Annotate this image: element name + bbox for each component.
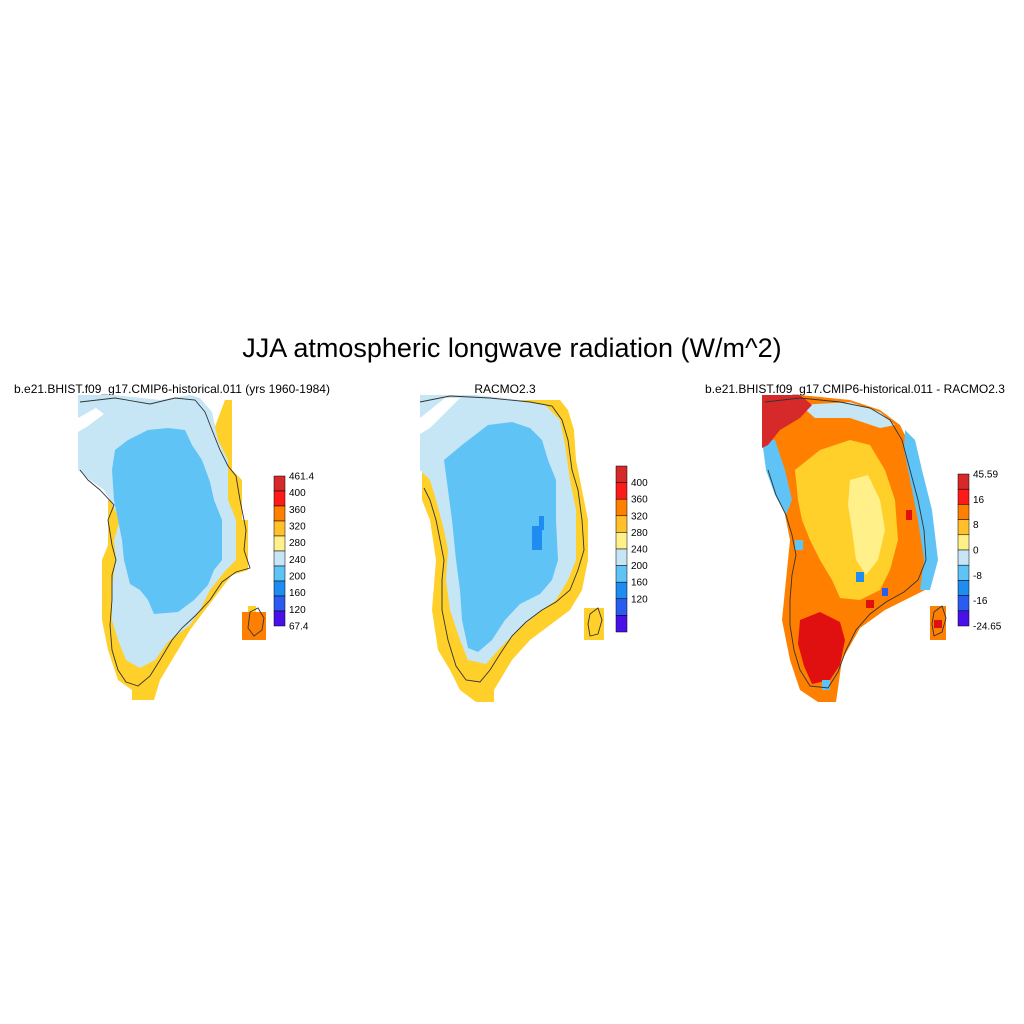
panel-2-nodata-gap xyxy=(420,398,460,434)
colorbar-label: 8 xyxy=(973,520,979,531)
colorbar-label: 240 xyxy=(631,545,648,556)
panel-2-island-coast xyxy=(587,607,603,637)
panel-3-title: b.e21.BHIST.f09_g17.CMIP6-historical.011… xyxy=(705,382,1005,396)
panel-3-blue-pixel xyxy=(822,680,830,690)
colorbar-label: 320 xyxy=(289,522,306,533)
panel-1-colorbar: 461.4 400 360 320 280 240 200 160 120 67.4 xyxy=(273,472,314,633)
panel-3-coastline xyxy=(764,397,927,689)
colorbar-label: 400 xyxy=(631,478,648,489)
colorbar-box xyxy=(957,519,970,536)
colorbar-box xyxy=(273,520,286,537)
colorbar-box xyxy=(957,473,970,490)
colorbar-box xyxy=(957,504,970,520)
panel-3-south-red xyxy=(798,612,845,684)
colorbar-box xyxy=(615,598,628,616)
colorbar-box xyxy=(615,565,628,583)
colorbar-label: -24.65 xyxy=(973,622,1002,633)
panel-2-title: RACMO2.3 xyxy=(474,382,536,396)
panel-3-blue-pixel xyxy=(882,588,888,596)
colorbar-box xyxy=(273,490,286,507)
colorbar-box xyxy=(615,615,628,633)
colorbar-box xyxy=(957,580,970,596)
panel-1-interior xyxy=(112,428,222,614)
colorbar-label: 200 xyxy=(631,561,648,572)
colorbar-box xyxy=(957,564,970,581)
colorbar-box xyxy=(273,580,286,597)
colorbar-label: 200 xyxy=(289,572,306,583)
colorbar-box xyxy=(273,610,286,627)
colorbar-label: 120 xyxy=(631,594,648,605)
panel-3-blue-pixel xyxy=(856,572,864,582)
colorbar-label: -16 xyxy=(973,596,988,607)
colorbar-box xyxy=(957,610,970,627)
colorbar-box xyxy=(615,498,628,517)
colorbar-label: 240 xyxy=(289,555,306,566)
panel-1-map xyxy=(78,395,266,700)
colorbar-label: 360 xyxy=(289,505,306,516)
colorbar-label: 67.4 xyxy=(289,622,309,633)
colorbar-box xyxy=(273,565,286,582)
panel-3-east-fringe xyxy=(904,430,938,590)
panel-2-coastline xyxy=(419,395,585,683)
panel-3-colorbar: 45.59 16 8 0 -8 -16 -24.65 xyxy=(957,470,1002,633)
figure-title: JJA atmospheric longwave radiation (W/m^… xyxy=(242,333,782,363)
colorbar-box xyxy=(615,581,628,600)
panel-2-darker-patch xyxy=(532,526,542,550)
colorbar-label: 280 xyxy=(289,538,306,549)
panel-1-coastline xyxy=(79,397,251,687)
panel-3-northwest-red xyxy=(762,395,812,448)
colorbar-label: 16 xyxy=(973,495,985,506)
panel-3-red-pixel xyxy=(866,600,874,608)
panel-3-island-coast xyxy=(931,605,947,637)
panel-1-nodata-gap xyxy=(78,408,104,432)
panel-3-island-red xyxy=(934,620,942,628)
panel-3-red-pixel xyxy=(906,510,912,520)
panel-1-island-edge xyxy=(248,606,256,612)
colorbar-box xyxy=(615,465,628,483)
colorbar-label: 461.4 xyxy=(289,472,314,483)
colorbar-box xyxy=(615,482,628,500)
panel-2-colorbar: 400 360 320 280 240 200 160 120 xyxy=(615,465,648,633)
panel-3-west-fringe xyxy=(762,440,792,515)
colorbar-label: 0 xyxy=(973,546,979,557)
colorbar-box xyxy=(273,550,286,567)
panel-1-island-coast xyxy=(247,607,265,637)
colorbar-label: 160 xyxy=(631,578,648,589)
panel-3-interior-pale xyxy=(848,475,885,575)
panel-3-blue-pixel xyxy=(795,540,803,550)
panel-2-darker-patch-2 xyxy=(539,516,544,530)
colorbar-box xyxy=(957,549,970,566)
colorbar-label: 360 xyxy=(631,495,648,506)
colorbar-label: 120 xyxy=(289,605,306,616)
panel-2-interior xyxy=(444,422,558,652)
colorbar-box xyxy=(615,548,628,566)
colorbar-box xyxy=(273,535,286,552)
panel-2-map xyxy=(419,395,604,702)
colorbar-label: 280 xyxy=(631,528,648,539)
panel-3-map xyxy=(762,395,947,702)
panel-1-title: b.e21.BHIST.f09_g17.CMIP6-historical.011… xyxy=(14,382,330,396)
colorbar-box xyxy=(957,595,970,612)
colorbar-label: 160 xyxy=(289,588,306,599)
colorbar-box xyxy=(273,475,286,492)
colorbar-box xyxy=(957,488,970,505)
colorbar-label: 45.59 xyxy=(973,470,998,481)
colorbar-box xyxy=(273,505,286,522)
colorbar-label: 400 xyxy=(289,488,306,499)
colorbar-box xyxy=(273,595,286,612)
colorbar-box xyxy=(615,532,628,550)
colorbar-label: 320 xyxy=(631,511,648,522)
colorbar-box xyxy=(957,534,970,551)
panel-3-north-fringe xyxy=(800,402,895,428)
colorbar-box xyxy=(615,515,628,533)
colorbar-label: -8 xyxy=(973,571,982,582)
